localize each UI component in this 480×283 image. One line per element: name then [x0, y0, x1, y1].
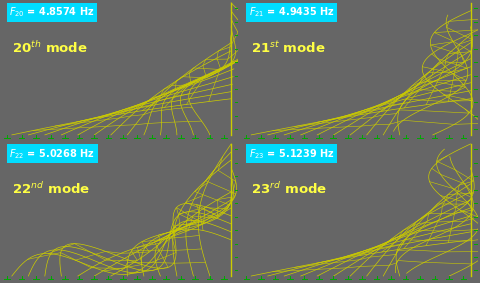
Text: 21$^{st}$ mode: 21$^{st}$ mode	[251, 40, 326, 56]
Text: 23$^{rd}$ mode: 23$^{rd}$ mode	[251, 181, 327, 197]
Text: $F_{22}$ = 5.0268 Hz: $F_{22}$ = 5.0268 Hz	[10, 147, 96, 160]
Text: $F_{23}$ = 5.1239 Hz: $F_{23}$ = 5.1239 Hz	[249, 147, 335, 160]
Text: 22$^{nd}$ mode: 22$^{nd}$ mode	[12, 181, 90, 197]
Text: $F_{20}$ = 4.8574 Hz: $F_{20}$ = 4.8574 Hz	[10, 6, 95, 20]
Text: $F_{21}$ = 4.9435 Hz: $F_{21}$ = 4.9435 Hz	[249, 6, 335, 20]
Text: 20$^{th}$ mode: 20$^{th}$ mode	[12, 40, 88, 56]
